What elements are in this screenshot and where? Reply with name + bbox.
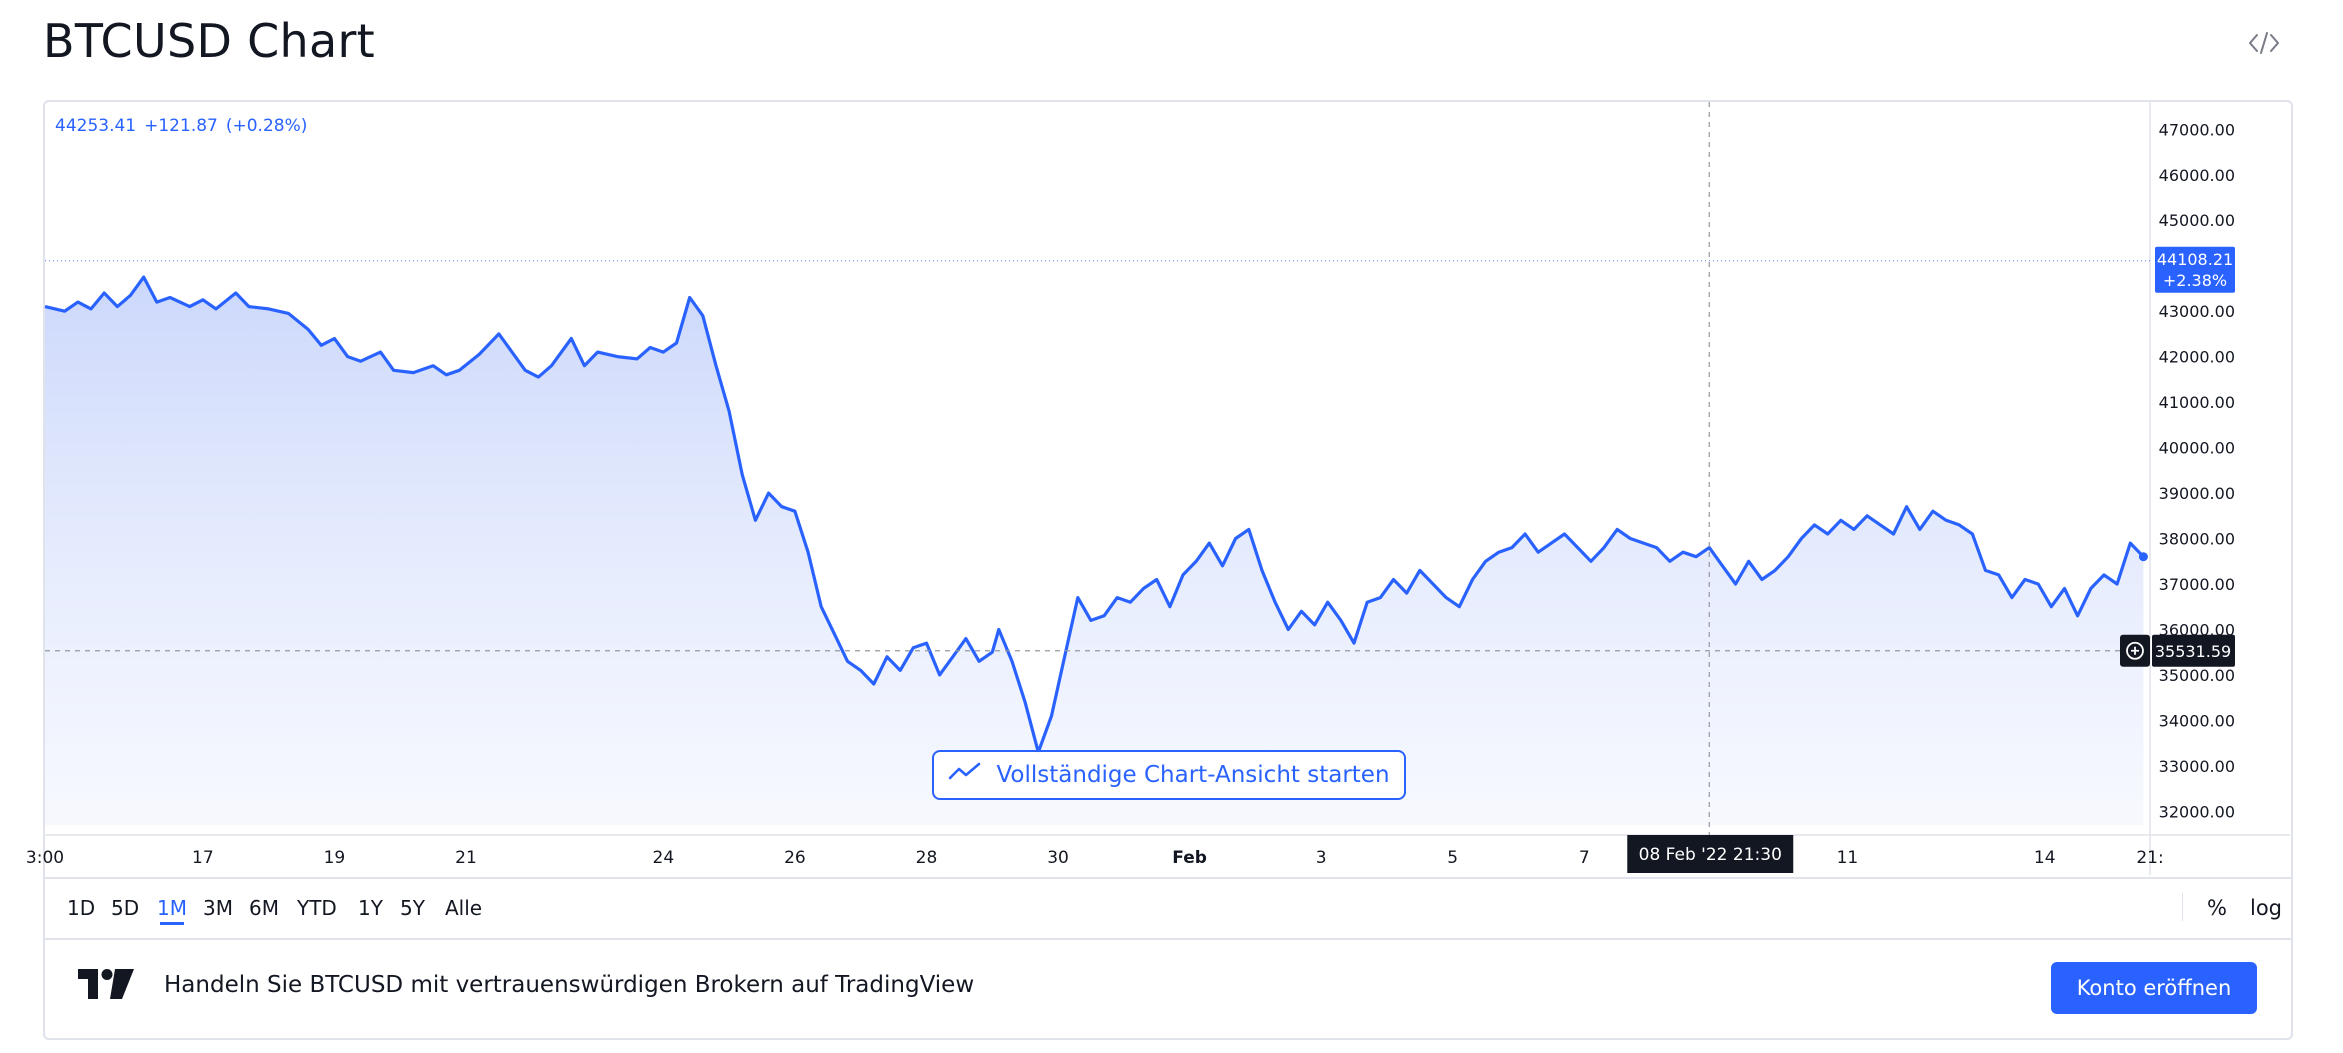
x-tick-label: 14 (2034, 848, 2056, 868)
legend-change-pct: (+0.28%) (225, 116, 308, 136)
y-tick-label: 33000.00 (2159, 757, 2235, 776)
x-tick-label: 24 (653, 848, 675, 868)
range-button-alle[interactable]: Alle (445, 896, 483, 920)
last-price-dot (2138, 552, 2148, 562)
y-tick-label: 32000.00 (2159, 802, 2235, 821)
log-scale-button[interactable]: log (2250, 896, 2283, 920)
y-tick-label: 34000.00 (2159, 711, 2235, 730)
legend-change: +121.87 (144, 116, 218, 136)
y-tick-label: 41000.00 (2159, 393, 2235, 412)
add-alert-icon-ring (2126, 641, 2144, 660)
range-button-6m[interactable]: 6M (249, 896, 279, 920)
x-tick-label: 28 (916, 848, 938, 868)
code-embed-icon[interactable] (2244, 26, 2284, 60)
y-tick-label: 38000.00 (2159, 530, 2235, 549)
range-button-3m[interactable]: 3M (203, 896, 233, 920)
crosshair-time-label: 08 Feb '22 21:30 (1639, 845, 1782, 865)
last-price-label: 44108.21 (2157, 250, 2233, 269)
crosshair-price-label: 35531.59 (2155, 642, 2231, 661)
x-tick-label: 21: (2136, 848, 2163, 868)
y-tick-label: 47000.00 (2159, 120, 2235, 139)
range-bar-divider (45, 877, 2291, 879)
last-price-change-label: +2.38% (2163, 271, 2227, 290)
y-tick-label: 40000.00 (2159, 439, 2235, 458)
x-tick-label: Feb (1172, 848, 1207, 868)
open-account-button[interactable]: Konto eröffnen (2051, 962, 2257, 1014)
price-legend: 44253.41 +121.87 (+0.28%) (55, 116, 315, 136)
crosshair-price-label-bg (2152, 634, 2235, 667)
x-tick-label: 3 (1316, 848, 1327, 868)
range-button-1m[interactable]: 1M (157, 896, 187, 920)
broker-promo-text: Handeln Sie BTCUSD mit vertrauenswürdige… (164, 972, 975, 998)
price-line (44, 275, 2145, 754)
x-tick-label: 7 (1579, 848, 1590, 868)
footer-divider (45, 938, 2291, 940)
scale-separator (2182, 893, 2183, 921)
y-tick-label: 35000.00 (2159, 666, 2235, 685)
range-button-5y[interactable]: 5Y (400, 896, 425, 920)
page-title: BTCUSD Chart (43, 14, 376, 68)
y-tick-label: 42000.00 (2159, 348, 2235, 367)
x-tick-label: 21 (455, 848, 477, 868)
full-chart-view-button[interactable]: Vollständige Chart-Ansicht starten (932, 750, 1406, 800)
x-tick-label: 26 (784, 848, 806, 868)
x-tick-label: 3:00 (26, 848, 64, 868)
y-tick-label: 37000.00 (2159, 575, 2235, 594)
y-tick-label: 46000.00 (2159, 166, 2235, 185)
y-tick-label: 45000.00 (2159, 211, 2235, 230)
price-area (45, 277, 2144, 826)
active-range-underline (160, 922, 184, 925)
x-tick-label: 17 (192, 848, 214, 868)
legend-price: 44253.41 (55, 116, 137, 136)
y-tick-label: 43000.00 (2159, 302, 2235, 321)
range-button-ytd[interactable]: YTD (297, 896, 337, 920)
last-price-label-bg (2155, 246, 2235, 293)
tradingview-logo[interactable] (78, 969, 134, 999)
x-tick-label: 30 (1047, 848, 1069, 868)
range-button-5d[interactable]: 5D (111, 896, 140, 920)
range-button-1d[interactable]: 1D (67, 896, 96, 920)
percent-scale-button[interactable]: % (2207, 896, 2227, 920)
x-tick-label: 11 (1837, 848, 1859, 868)
y-tick-label: 39000.00 (2159, 484, 2235, 503)
x-tick-label: 5 (1447, 848, 1458, 868)
y-tick-label: 36000.00 (2159, 620, 2235, 639)
crosshair-time-label-bg (1627, 835, 1794, 873)
trend-line-icon (948, 761, 982, 789)
range-bar: 1D 5D 1M 3M 6M YTD 1Y 5Y Alle (45, 878, 2291, 938)
add-alert-icon-plus (2131, 646, 2139, 655)
range-button-1y[interactable]: 1Y (358, 896, 383, 920)
x-tick-label: 19 (324, 848, 346, 868)
full-chart-view-label: Vollständige Chart-Ansicht starten (996, 762, 1390, 788)
